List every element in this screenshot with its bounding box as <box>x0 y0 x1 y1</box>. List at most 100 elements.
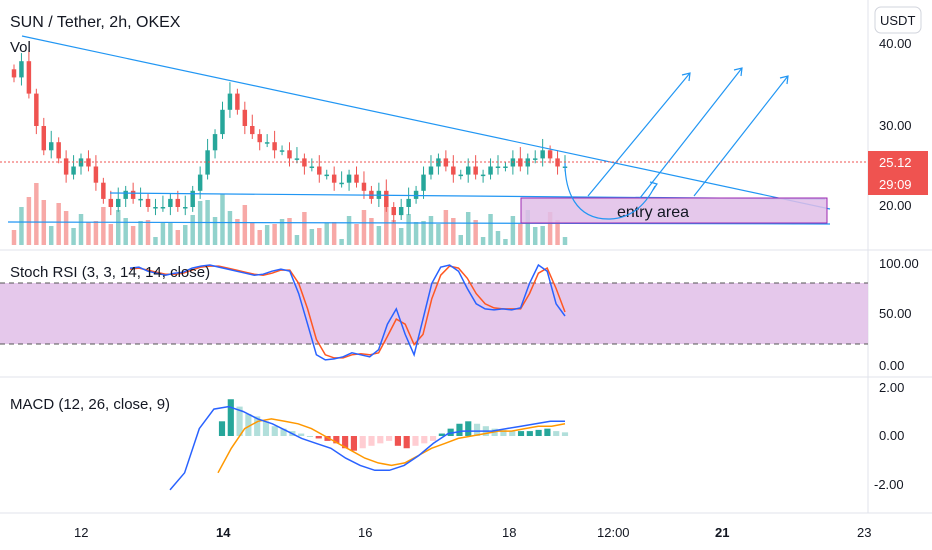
volume-bar <box>63 211 69 245</box>
time-label-14: 14 <box>216 525 231 540</box>
volume-bar <box>384 203 389 245</box>
volume-bar <box>138 221 143 245</box>
entry-area-box[interactable] <box>520 197 828 224</box>
volume-bar <box>406 214 411 245</box>
macd-histogram-bar <box>324 436 331 441</box>
price-tick-40: 40.00 <box>879 36 912 51</box>
volume-bar <box>309 229 315 245</box>
candle-body <box>406 198 411 207</box>
macd-title: MACD (12, 26, close, 9) <box>10 396 170 413</box>
macd-histogram-bar <box>544 428 551 436</box>
candle-body <box>11 69 17 78</box>
projection-arrow-1[interactable] <box>587 72 691 197</box>
macd-histogram-bar <box>218 421 226 436</box>
volume-bar <box>361 210 367 245</box>
macd-signal-line <box>217 418 566 474</box>
candle-body <box>480 174 486 177</box>
volume-bar <box>220 194 225 245</box>
candle-body <box>294 158 300 160</box>
candle-body <box>160 207 166 209</box>
projection-arrow-2-head <box>733 67 743 77</box>
candle-body <box>354 174 359 183</box>
projection-curve[interactable] <box>564 162 656 220</box>
candle-body <box>465 166 471 175</box>
macd-histogram-bar <box>447 428 454 436</box>
candle-body <box>525 158 531 167</box>
candle-body <box>197 174 203 191</box>
volume-bar <box>302 212 307 245</box>
volume-label: Vol <box>10 39 31 56</box>
volume-bar <box>547 212 553 245</box>
candle-body <box>458 174 463 177</box>
volume-bar <box>518 224 523 245</box>
macd-histogram-bar <box>227 399 234 436</box>
candle-body <box>123 190 128 199</box>
candle-body <box>19 61 24 78</box>
candle-body <box>175 198 181 207</box>
candle-body <box>212 134 218 151</box>
projection-arrow-1-head <box>681 72 691 82</box>
volume-bar <box>354 224 359 245</box>
candle-body <box>242 109 248 126</box>
projection-arrow-2[interactable] <box>639 67 743 199</box>
candle-body <box>324 174 329 177</box>
volume-bar <box>93 221 99 245</box>
candle-body <box>488 166 493 175</box>
macd-histogram-bar <box>350 436 358 451</box>
volume-bar <box>473 220 478 245</box>
support-line-lower[interactable] <box>7 221 831 225</box>
candle-body <box>108 198 114 207</box>
candle-body <box>145 198 151 207</box>
volume-bar <box>428 216 434 245</box>
macd-histogram-bar <box>386 436 393 441</box>
price-tick-30: 30.00 <box>879 118 912 133</box>
projection-arrow-3[interactable] <box>693 75 789 197</box>
time-label-1200: 12:00 <box>597 525 630 540</box>
volume-bar <box>369 218 374 245</box>
volume-bar <box>101 207 106 245</box>
candle-body <box>339 182 344 185</box>
volume-bar <box>168 222 173 245</box>
projection-arrows[interactable] <box>587 67 789 199</box>
candle-body <box>130 190 136 199</box>
candle-body <box>317 166 322 175</box>
current-price-value: 25.12 <box>879 155 912 170</box>
candle-body <box>34 93 39 126</box>
candle-body <box>547 150 553 159</box>
currency-button[interactable] <box>874 6 922 34</box>
descending-trendline[interactable] <box>21 35 831 210</box>
macd-histogram-bar <box>359 436 366 449</box>
candle-body <box>235 93 240 110</box>
macd-histogram-bar <box>553 431 560 436</box>
candle-body <box>436 158 441 167</box>
volume-bar <box>11 230 17 245</box>
candle-body <box>384 190 389 207</box>
volume-bar <box>562 237 568 245</box>
volume-bar <box>183 225 188 245</box>
volume-bar <box>86 222 91 245</box>
volume-bar <box>130 226 136 245</box>
macd-histogram-bar <box>561 432 569 436</box>
volume-bar <box>123 218 128 245</box>
volume-bar <box>175 230 181 245</box>
candle-body <box>26 61 32 94</box>
candle-body <box>451 166 456 175</box>
macd-histogram-bar <box>245 413 252 436</box>
candle-body <box>101 182 106 199</box>
currency-button-label: USDT <box>880 13 915 28</box>
volume-bar <box>264 225 270 245</box>
volume-bar <box>391 220 396 245</box>
macd-tick-2: 2.00 <box>879 380 904 395</box>
macd-histogram-bar <box>421 436 428 444</box>
volume-bar <box>108 224 114 245</box>
candle-body <box>220 109 225 135</box>
volume-bar <box>287 218 292 245</box>
candle-body <box>183 207 188 209</box>
time-label-18: 18 <box>502 525 516 540</box>
volume-bar <box>436 224 441 245</box>
candle-body <box>116 198 121 207</box>
stoch-rsi-lines <box>129 263 566 361</box>
entry-area-label: entry area <box>617 204 689 221</box>
stoch-rsi-title: Stoch RSI (3, 3, 14, 14, close) <box>10 264 210 281</box>
